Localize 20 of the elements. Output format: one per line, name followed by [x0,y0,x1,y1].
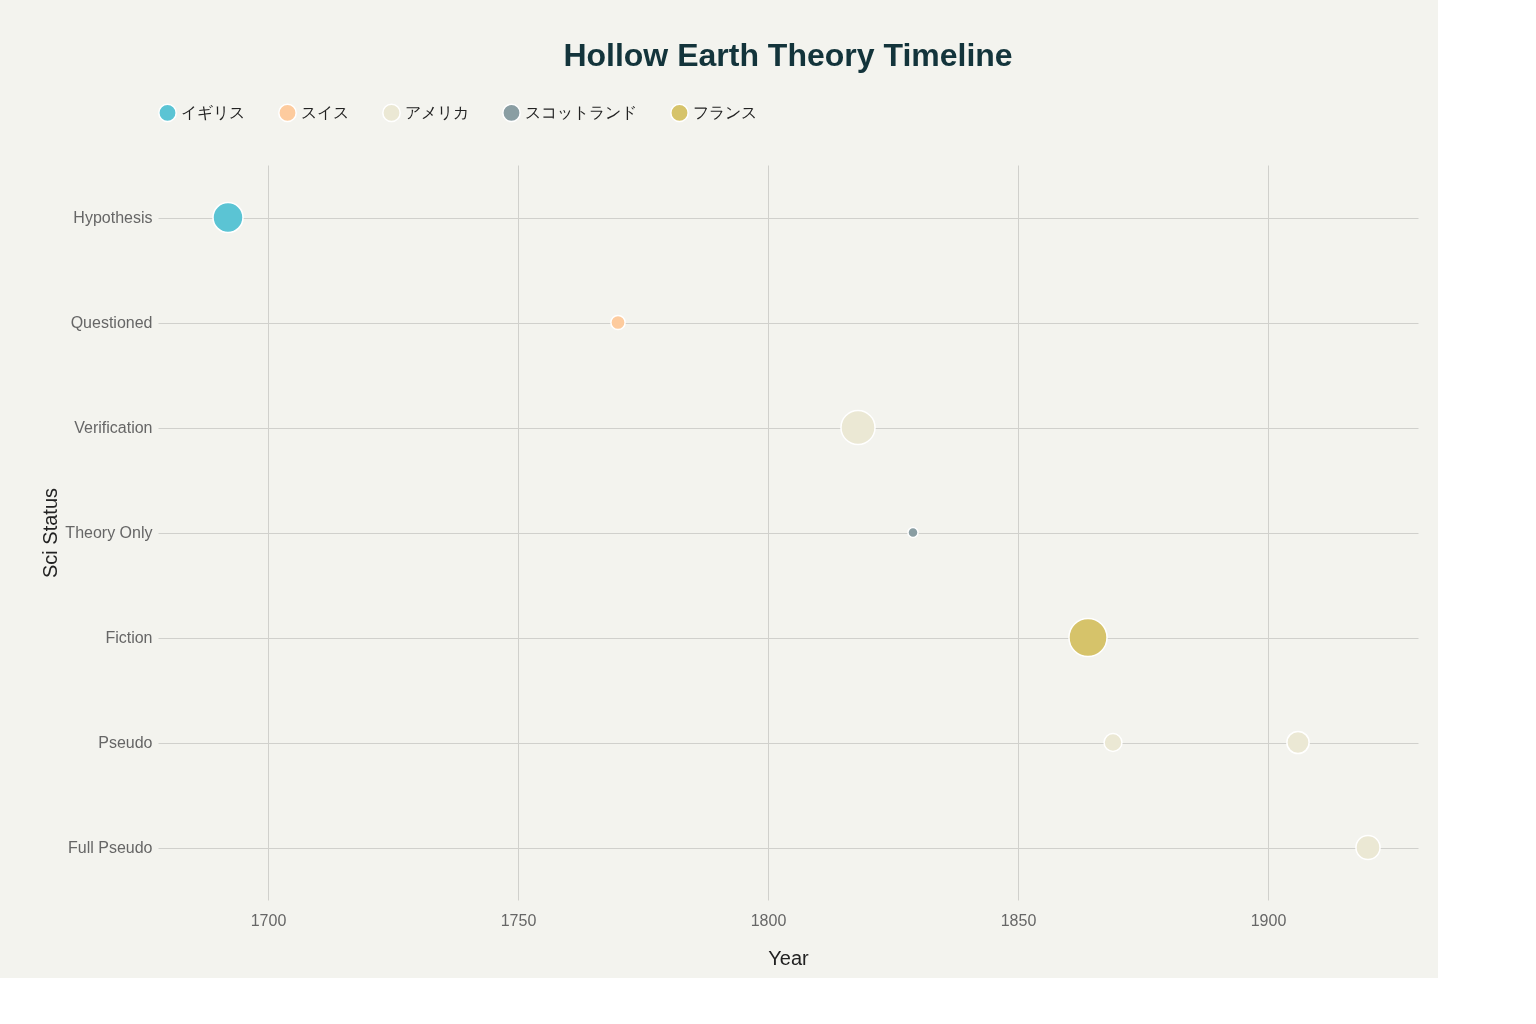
x-tick-label: 1700 [250,911,287,929]
legend-label: スイス [301,103,349,121]
legend-label: イギリス [181,103,245,121]
legend-label: アメリカ [405,103,469,121]
x-tick-label: 1850 [1000,911,1037,929]
y-tick-label: Full Pseudo [68,839,153,856]
x-tick-label: 1750 [500,911,537,929]
y-tick-label: Fiction [105,629,153,646]
y-tick-label: Questioned [70,314,153,331]
legend-label: スコットランド [525,103,637,121]
chart-title: Hollow Earth Theory Timeline [563,37,1013,73]
legend-label: フランス [693,103,757,121]
y-axis-title: Sci Status [39,487,62,579]
y-tick-label: Hypothesis [73,209,153,226]
x-tick-label: 1800 [750,911,787,929]
y-tick-label: Pseudo [98,734,153,751]
y-tick-label: Theory Only [65,524,153,541]
x-tick-label: 1900 [1250,911,1287,929]
x-axis-title: Year [768,946,810,969]
y-tick-label: Verification [74,419,153,436]
